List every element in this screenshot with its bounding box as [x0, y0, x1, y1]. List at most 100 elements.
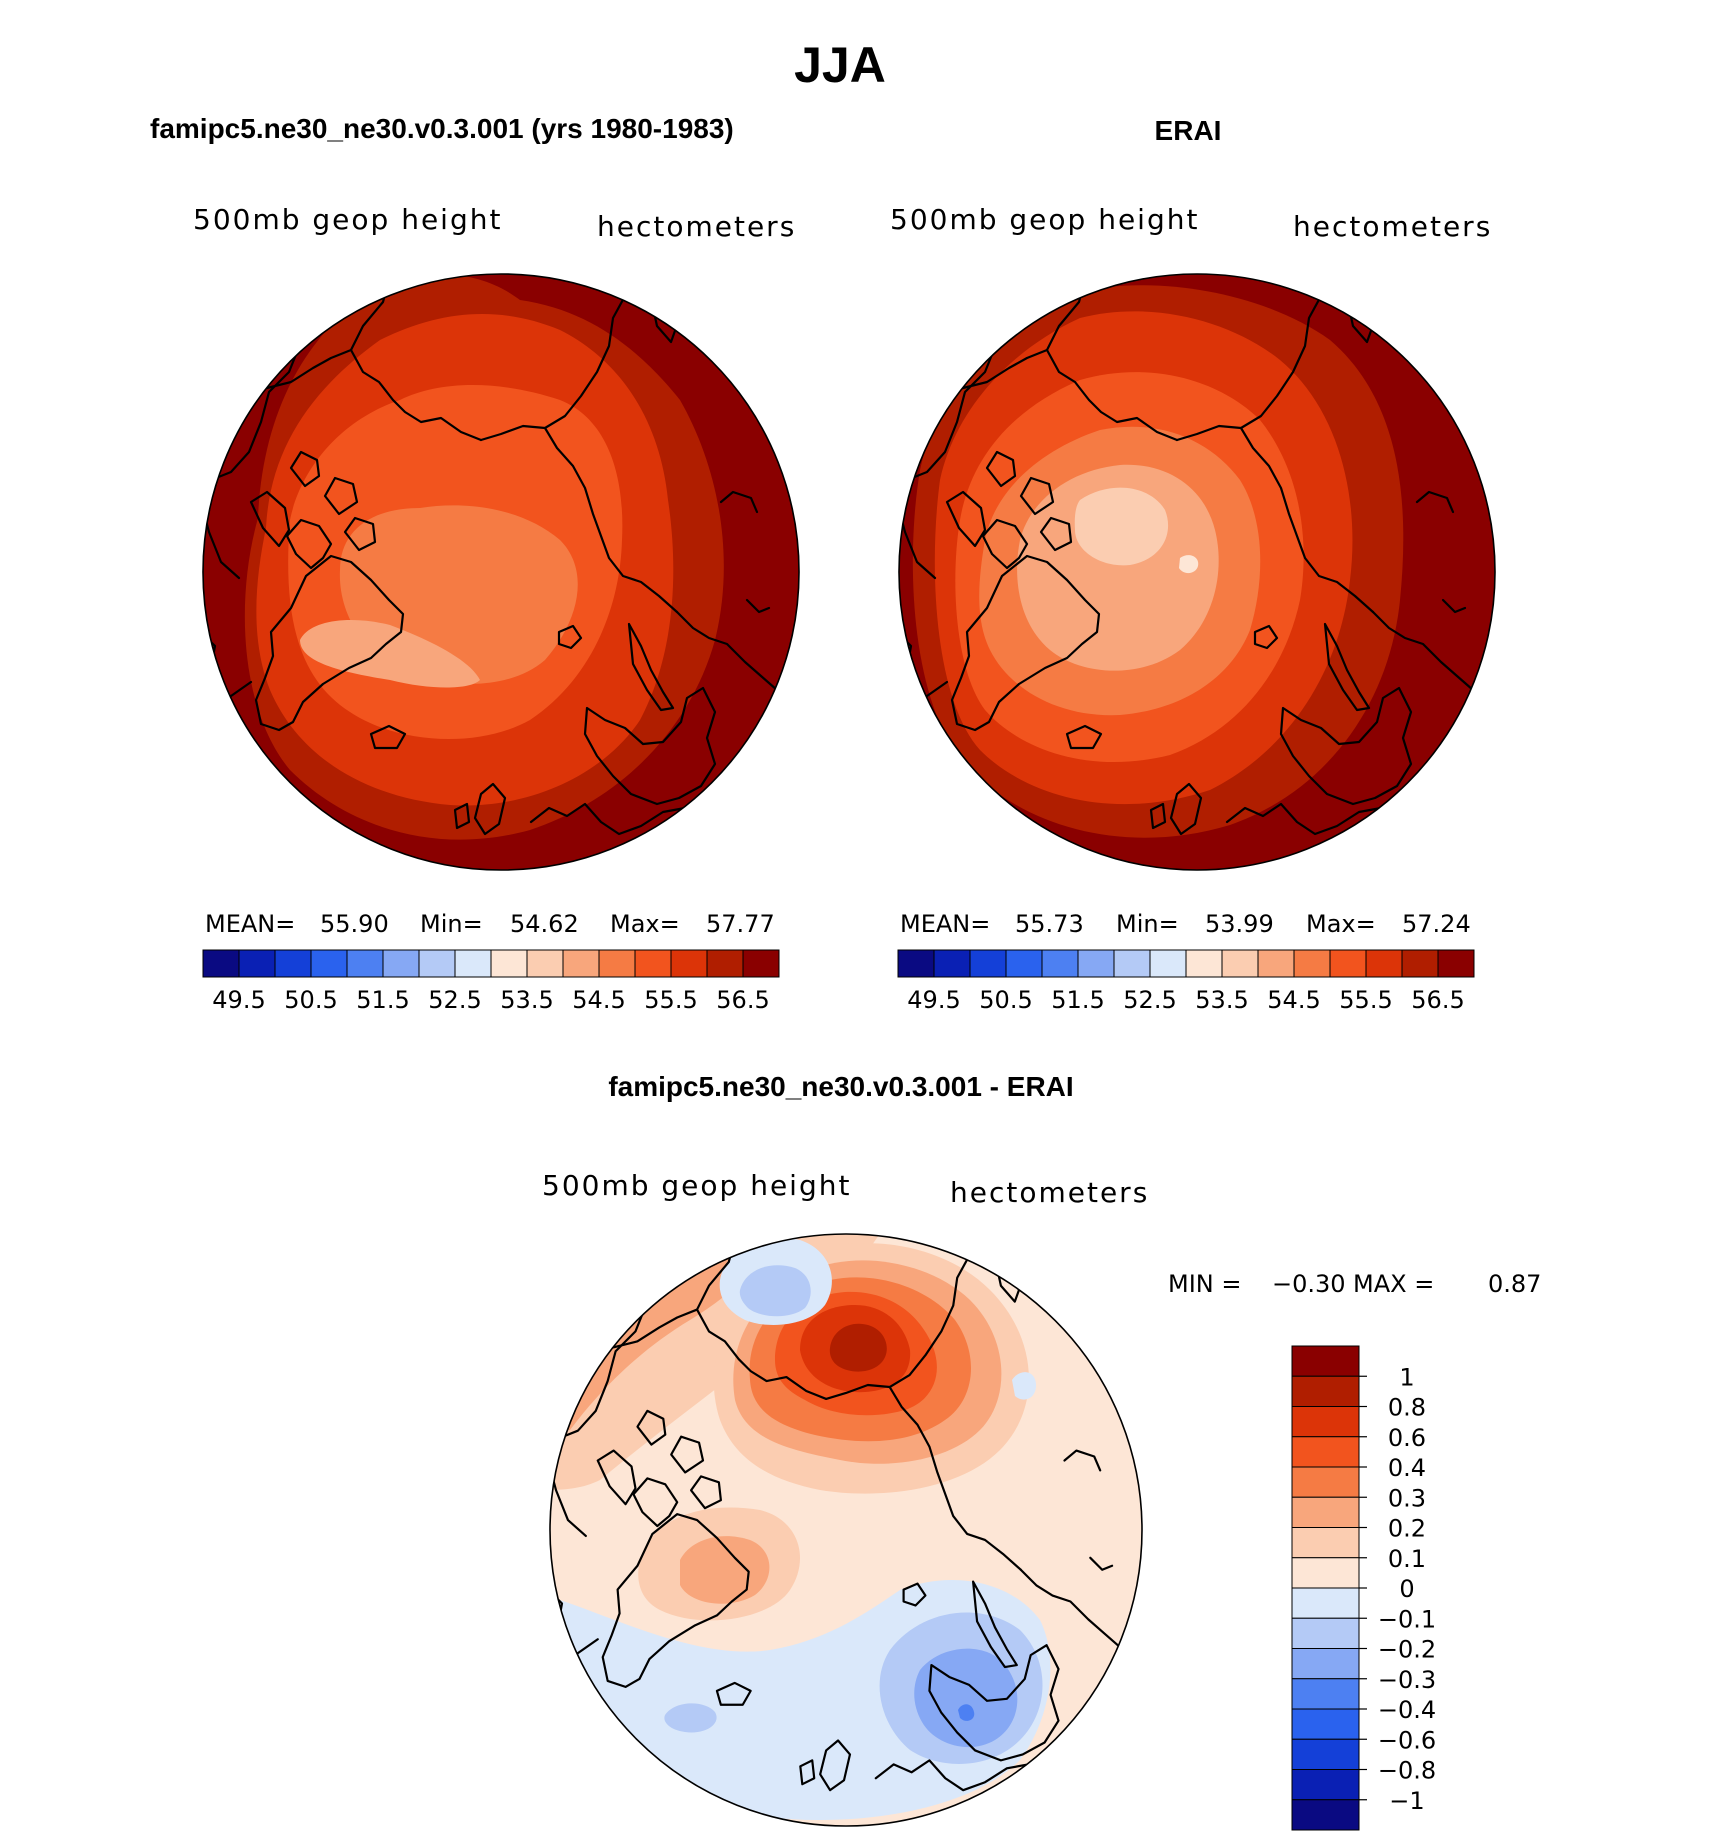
left-max-label: Max=: [610, 910, 680, 938]
colorbar-swatch: [1291, 1799, 1360, 1831]
right-band-7: [1074, 487, 1169, 566]
right-mean-value: 55.73: [1015, 910, 1084, 938]
colorbar-swatch: [1005, 949, 1043, 978]
colorbar-swatch: [1329, 949, 1367, 978]
left-map-border: [202, 273, 800, 871]
colorbar-swatch: [1291, 1738, 1360, 1770]
colorbar-swatch: [1113, 949, 1151, 978]
right-band-8: [1179, 555, 1199, 574]
colorbar-swatch: [274, 949, 312, 978]
colorbar-tick-label: 54.5: [1267, 986, 1320, 1014]
colorbar-tick-label: 55.5: [1339, 986, 1392, 1014]
colorbar-tick-label: 49.5: [907, 986, 960, 1014]
colorbar-swatch: [933, 949, 971, 978]
colorbar-tick-label: 0.2: [1388, 1515, 1426, 1543]
colorbar-tick-label: −0.4: [1378, 1696, 1436, 1724]
colorbar-swatch: [1041, 949, 1079, 978]
colorbar-swatch: [1291, 1617, 1360, 1649]
colorbar-tick-label: 55.5: [644, 986, 697, 1014]
colorbar-tick-label: −0.2: [1378, 1636, 1436, 1664]
colorbar-tick-label: 1: [1399, 1363, 1414, 1391]
diff-variable-label: 500mb geop height: [542, 1169, 851, 1202]
colorbar-swatch: [1291, 1466, 1360, 1498]
right-colorbar: [897, 949, 1475, 978]
colorbar-swatch: [1291, 1648, 1360, 1680]
colorbar-swatch: [382, 949, 420, 978]
colorbar-tick-label: −0.1: [1378, 1605, 1436, 1633]
colorbar-swatch: [1401, 949, 1439, 978]
diff-panel: 500mb geop height hectometers: [542, 1169, 1541, 1831]
colorbar-swatch: [1077, 949, 1115, 978]
colorbar-swatch: [454, 949, 492, 978]
colorbar-swatch: [310, 949, 348, 978]
colorbar-tick-label: 49.5: [212, 986, 265, 1014]
left-mean-label: MEAN=: [205, 910, 295, 938]
diff-colorbar-ticks: 1 0.80.60.40.3 0.20.10−0.1 −0.2−0.3−0.4−0.6…: [1359, 1363, 1436, 1815]
right-map: [899, 274, 1495, 870]
left-map: [203, 274, 799, 870]
colorbar-swatch: [418, 949, 456, 978]
diff-cool-4: [958, 1704, 975, 1721]
colorbar-tick-label: −0.8: [1378, 1757, 1436, 1785]
colorbar-tick-label: 0.1: [1388, 1545, 1426, 1573]
left-colorbar: [202, 949, 780, 978]
colorbar-swatch: [238, 949, 276, 978]
colorbar-swatch: [1291, 1678, 1360, 1710]
season-title: JJA: [794, 37, 886, 93]
colorbar-swatch: [1291, 1436, 1360, 1468]
left-variable-label: 500mb geop height: [193, 203, 502, 236]
colorbar-swatch: [490, 949, 528, 978]
diff-max-value: 0.87: [1488, 1270, 1541, 1298]
diff-map: [550, 1234, 1142, 1826]
right-units-label: hectometers: [1293, 210, 1492, 243]
colorbar-tick-label: 51.5: [356, 986, 409, 1014]
right-max-value: 57.24: [1402, 910, 1471, 938]
right-max-label: Max=: [1306, 910, 1376, 938]
diff-min-value: −0.30: [1272, 1270, 1346, 1298]
right-panel: 500mb geop height hectometers MEAN= 55.7…: [890, 203, 1496, 1014]
colorbar-tick-label: 0.3: [1388, 1484, 1426, 1512]
colorbar-swatch: [1293, 949, 1331, 978]
colorbar-tick-label: 51.5: [1051, 986, 1104, 1014]
colorbar-tick-label: 50.5: [284, 986, 337, 1014]
colorbar-tick-label: 0.4: [1388, 1454, 1426, 1482]
colorbar-swatch: [1365, 949, 1403, 978]
colorbar-swatch: [1257, 949, 1295, 978]
colorbar-swatch: [634, 949, 672, 978]
colorbar-swatch: [1149, 949, 1187, 978]
right-map-border: [898, 273, 1496, 871]
diff-cool-3: [914, 1648, 1018, 1748]
diff-siberia-cool: [1012, 1372, 1037, 1400]
left-panel-title: famipc5.ne30_ne30.v0.3.001 (yrs 1980-198…: [150, 113, 734, 144]
colorbar-swatch: [969, 949, 1007, 978]
colorbar-tick-label: 0.8: [1388, 1394, 1426, 1422]
right-mean-label: MEAN=: [900, 910, 990, 938]
diff-units-label: hectometers: [950, 1176, 1149, 1209]
left-panel: 500mb geop height hectometers MEAN= 55.9…: [193, 203, 800, 1014]
colorbar-tick-label: 0.6: [1388, 1424, 1426, 1452]
left-max-value: 57.77: [706, 910, 775, 938]
right-colorbar-ticks: 49.5 50.5 51.5 52.5 53.5 54.5 55.5 56.5: [907, 986, 1464, 1014]
colorbar-tick-label: 56.5: [716, 986, 769, 1014]
left-min-value: 54.62: [510, 910, 579, 938]
colorbar-swatch: [346, 949, 384, 978]
colorbar-tick-label: 54.5: [572, 986, 625, 1014]
colorbar-tick-label: 53.5: [1195, 986, 1248, 1014]
diff-cool-5: [664, 1703, 717, 1733]
colorbar-swatch: [1291, 1527, 1360, 1559]
colorbar-tick-label: 50.5: [979, 986, 1032, 1014]
colorbar-swatch: [562, 949, 600, 978]
colorbar-swatch: [598, 949, 636, 978]
colorbar-swatch: [897, 949, 935, 978]
colorbar-swatch: [1185, 949, 1223, 978]
colorbar-swatch: [1291, 1708, 1360, 1740]
colorbar-swatch: [1291, 1496, 1360, 1528]
colorbar-swatch: [1291, 1406, 1360, 1438]
colorbar-swatch: [1291, 1375, 1360, 1407]
colorbar-swatch: [202, 949, 240, 978]
colorbar-swatch: [1437, 949, 1475, 978]
colorbar-swatch: [670, 949, 708, 978]
right-min-value: 53.99: [1205, 910, 1274, 938]
colorbar-swatch: [1291, 1587, 1360, 1619]
colorbar-swatch: [1291, 1557, 1360, 1589]
